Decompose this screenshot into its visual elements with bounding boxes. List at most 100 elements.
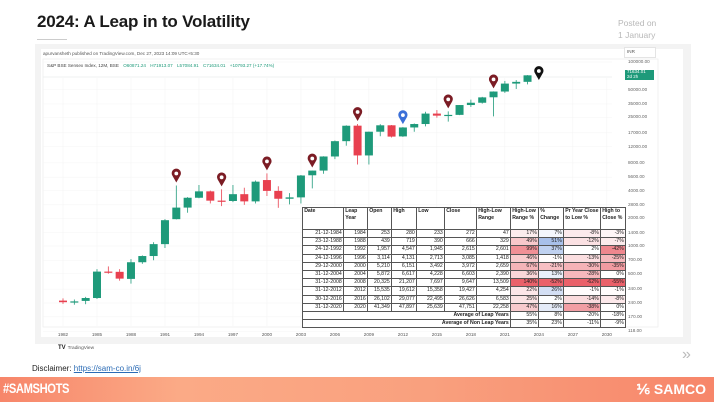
table-cell: 666 (444, 237, 477, 247)
table-cell: 329 (476, 237, 511, 247)
table-cell: 253 (367, 228, 392, 239)
table-cell: 51% (538, 237, 564, 247)
candle-body (398, 127, 407, 137)
map-pin-icon-2020 (488, 74, 499, 89)
candle-body (217, 200, 226, 202)
candle-1984 (81, 296, 90, 305)
table-cell: -14% (563, 294, 601, 304)
candle-1987 (115, 269, 124, 281)
candle-body (138, 256, 147, 263)
x-tick-label: 2018 (465, 332, 476, 337)
table-cell: -52% (538, 278, 564, 288)
ohlc-change: +10793.27 (+17.74%) (229, 63, 275, 68)
average-label: Average of Leap Years (302, 310, 511, 321)
x-tick-label: 2003 (295, 332, 307, 337)
candle-1986 (104, 266, 113, 274)
map-pin-icon-2024 (534, 66, 544, 80)
table-cell: 2,601 (476, 245, 511, 255)
x-tick-label: 2009 (363, 332, 375, 337)
table-cell: 46% (510, 253, 539, 263)
y-tick-label: 1400.00 (628, 229, 645, 235)
table-cell: 439 (367, 237, 392, 247)
average-cell: 35% (510, 319, 539, 329)
double-chevron-right-icon[interactable]: » (682, 346, 691, 363)
candle-2001 (274, 186, 283, 208)
candle-2012 (398, 127, 407, 137)
y-tick-label: 12000.00 (628, 143, 648, 149)
candle-body (183, 197, 192, 208)
table-cell: 6,583 (476, 294, 511, 304)
table-cell: -62% (563, 278, 601, 288)
candle-1993 (183, 197, 192, 213)
posted-label: Posted on (618, 18, 657, 28)
table-cell: 23-12-1988 (302, 237, 344, 247)
table-cell: -21% (538, 261, 564, 271)
table-row: 31-12-2012 2012 15,535 19,612 15,358 19,427 4,… (302, 286, 626, 296)
table-row: 31-12-2008 2008 20,325 21,207 7,697 9,647 13,5… (302, 278, 626, 288)
candle-body (274, 190, 283, 199)
posted-date: Posted on 1 January (618, 17, 656, 41)
table-cell: 719 (391, 237, 417, 247)
column-header: High-Low Range % (510, 207, 539, 230)
candle-body (206, 191, 215, 201)
samco-logo-text: SAMCO (653, 381, 706, 397)
last-price: 71634.01 (627, 69, 646, 75)
candle-2005 (319, 156, 328, 174)
table-cell: 390 (416, 237, 445, 247)
table-row: 31-12-2004 2004 5,872 6,617 4,228 6,603 2,390 3… (302, 269, 626, 280)
tradingview-icon: TV (58, 345, 66, 351)
column-header: Pr Year Close to Low % (563, 207, 601, 230)
table-cell: 2004 (343, 269, 368, 280)
disclaimer-link[interactable]: https://sam-co.in/6j (73, 364, 141, 373)
map-pin-shape (534, 66, 544, 80)
map-pin-icon-2004 (307, 153, 317, 168)
y-tick-label: 240.00 (628, 300, 643, 306)
table-cell: 20,325 (367, 278, 392, 288)
candle-body (364, 131, 373, 156)
table-cell: 47 (476, 228, 511, 239)
y-tick-label: 118.00 (628, 328, 642, 334)
map-pin-icon-2012 (398, 110, 408, 125)
y-tick-label: 5600.00 (628, 174, 645, 180)
candle-body (240, 194, 249, 202)
candle-body (387, 125, 396, 137)
table-cell: -1% (563, 286, 601, 296)
table-cell: 25% (510, 294, 539, 304)
average-row: Average of Leap Years 55% 8% -20% -18% (302, 310, 626, 321)
title-divider (37, 39, 67, 40)
y-tick-label: 700.00 (628, 257, 643, 263)
candle-1991 (160, 219, 169, 249)
table-cell: 22,258 (476, 302, 511, 312)
candle-body (262, 180, 271, 191)
candle-1997 (228, 185, 237, 203)
average-cell: 55% (510, 310, 539, 321)
table-cell: 2,390 (476, 269, 511, 280)
table-cell: 2% (538, 294, 564, 304)
candle-2007 (342, 125, 351, 146)
map-pin-shape (171, 168, 181, 183)
map-pin-hole (219, 175, 224, 180)
average-cell: -20% (563, 310, 601, 321)
table-cell: 1992 (343, 245, 368, 255)
table-cell: 26% (538, 286, 564, 296)
candle-body (330, 141, 339, 157)
candle-2013 (410, 123, 419, 132)
candle-2003 (296, 174, 305, 204)
table-cell: -30% (563, 261, 601, 271)
average-cell: 8% (538, 310, 564, 321)
table-row: 31-12-2020 2020 41,349 47,897 25,639 47,751 22… (302, 302, 626, 312)
currency-button[interactable]: INR (624, 47, 656, 58)
map-pin-hole (310, 156, 315, 161)
table-cell: 15,535 (367, 286, 392, 296)
table-row: 29-12-2000 2000 5,210 6,151 3,492 3,972 2,659 6… (302, 261, 626, 271)
table-cell: 5,210 (367, 261, 392, 271)
disclaimer: Disclaimer: https://sam-co.in/6j (32, 364, 141, 373)
map-pin-hole (446, 97, 451, 102)
candle-2006 (330, 140, 339, 160)
table-cell: 4,547 (391, 245, 417, 255)
table-cell: 6,151 (391, 261, 417, 271)
x-tick-label: 2000 (261, 332, 273, 337)
table-cell: -8% (563, 228, 601, 239)
candle-2022 (512, 80, 521, 89)
